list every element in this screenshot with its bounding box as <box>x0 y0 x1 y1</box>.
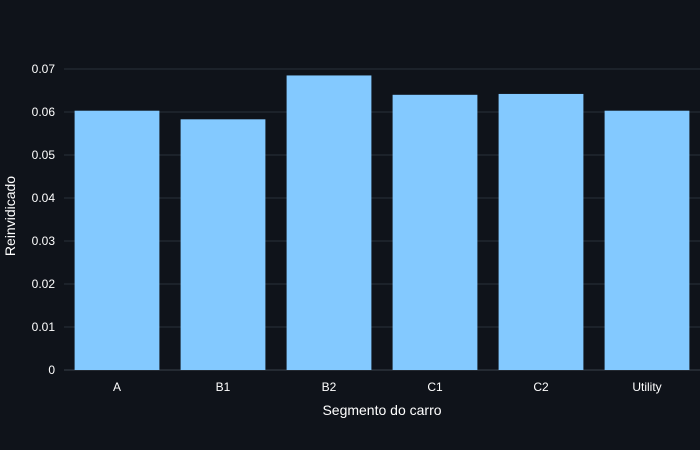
bars <box>74 75 690 371</box>
bar-b2[interactable] <box>286 75 372 370</box>
y-tick-label: 0.05 <box>32 148 56 162</box>
gridlines <box>64 68 700 371</box>
x-tick-label: C2 <box>533 380 549 394</box>
x-tick-label: Utility <box>632 380 661 394</box>
y-tick-label: 0.04 <box>32 191 56 205</box>
x-tick-label: C1 <box>427 380 443 394</box>
y-tick-label: 0.07 <box>32 62 56 76</box>
y-tick-label: 0.03 <box>32 234 56 248</box>
y-tick-label: 0.02 <box>32 277 56 291</box>
y-tick-label: 0.01 <box>32 320 56 334</box>
y-axis-title: Reinvidicado <box>2 176 18 256</box>
x-axis-ticks: A B1 B2 C1 C2 Utility <box>113 380 662 394</box>
y-tick-label: 0.06 <box>32 105 56 119</box>
bar-utility[interactable] <box>604 110 690 371</box>
x-tick-label: B2 <box>322 380 337 394</box>
bar-c2[interactable] <box>498 93 584 370</box>
x-tick-label: A <box>113 380 121 394</box>
bar-b1[interactable] <box>180 119 266 370</box>
x-axis-title: Segmento do carro <box>322 402 441 418</box>
x-tick-label: B1 <box>216 380 231 394</box>
bar-a[interactable] <box>74 110 160 371</box>
y-axis-ticks: 0 0.01 0.02 0.03 0.04 0.05 0.06 0.07 <box>32 62 56 377</box>
y-tick-label: 0 <box>48 363 55 377</box>
bar-c1[interactable] <box>392 94 478 371</box>
